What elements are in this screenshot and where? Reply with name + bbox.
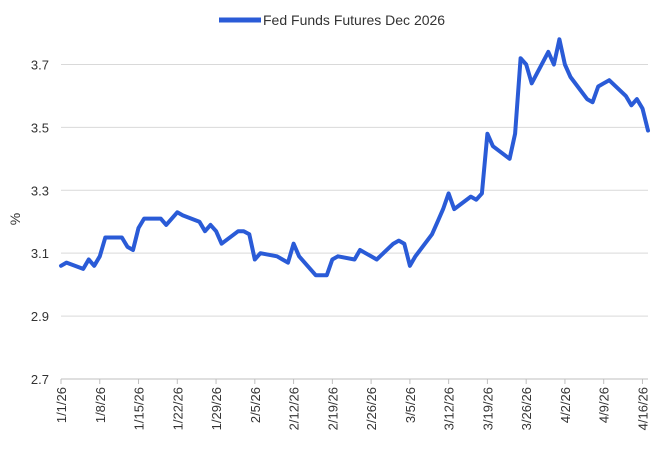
series-line bbox=[59, 37, 650, 278]
x-tick-label: 4/2/26 bbox=[558, 387, 573, 423]
x-tick-label: 1/22/26 bbox=[170, 387, 185, 430]
x-tick-label: 1/29/26 bbox=[209, 387, 224, 430]
series-group bbox=[59, 37, 650, 278]
y-tick-label: 3.7 bbox=[31, 57, 49, 72]
x-tick-label: 3/26/26 bbox=[519, 387, 534, 430]
x-axis-ticks: 1/1/26 1/8/26 1/15/26 1/22/26 1/29/26 2/5/26 2… bbox=[54, 379, 650, 430]
y-tick-label: 2.7 bbox=[31, 372, 49, 387]
y-tick-label: 3.1 bbox=[31, 246, 49, 261]
legend: Fed Funds Futures Dec 2026 bbox=[219, 12, 445, 28]
x-tick-label: 3/12/26 bbox=[442, 387, 457, 430]
x-tick-label: 4/16/26 bbox=[635, 387, 650, 430]
x-tick-label: 1/8/26 bbox=[93, 387, 108, 423]
y-tick-label: 2.9 bbox=[31, 309, 49, 324]
x-tick-label: 2/26/26 bbox=[364, 387, 379, 430]
x-tick-label: 1/15/26 bbox=[132, 387, 147, 430]
x-tick-label: 1/1/26 bbox=[54, 387, 69, 423]
x-tick-label: 2/12/26 bbox=[287, 387, 302, 430]
gridlines bbox=[61, 63, 648, 317]
y-tick-label: 3.5 bbox=[31, 120, 49, 135]
x-tick-label: 3/19/26 bbox=[480, 387, 495, 430]
y-tick-label: 3.3 bbox=[31, 183, 49, 198]
x-tick-label: 3/5/26 bbox=[403, 387, 418, 423]
x-tick-label: 4/9/26 bbox=[597, 387, 612, 423]
x-tick-label: 2/19/26 bbox=[325, 387, 340, 430]
legend-label: Fed Funds Futures Dec 2026 bbox=[263, 12, 445, 28]
y-axis-ticks: 2.7 2.9 3.1 3.3 3.5 3.7 bbox=[31, 57, 49, 387]
x-tick-label: 2/5/26 bbox=[248, 387, 263, 423]
y-axis-label: % bbox=[7, 213, 23, 225]
